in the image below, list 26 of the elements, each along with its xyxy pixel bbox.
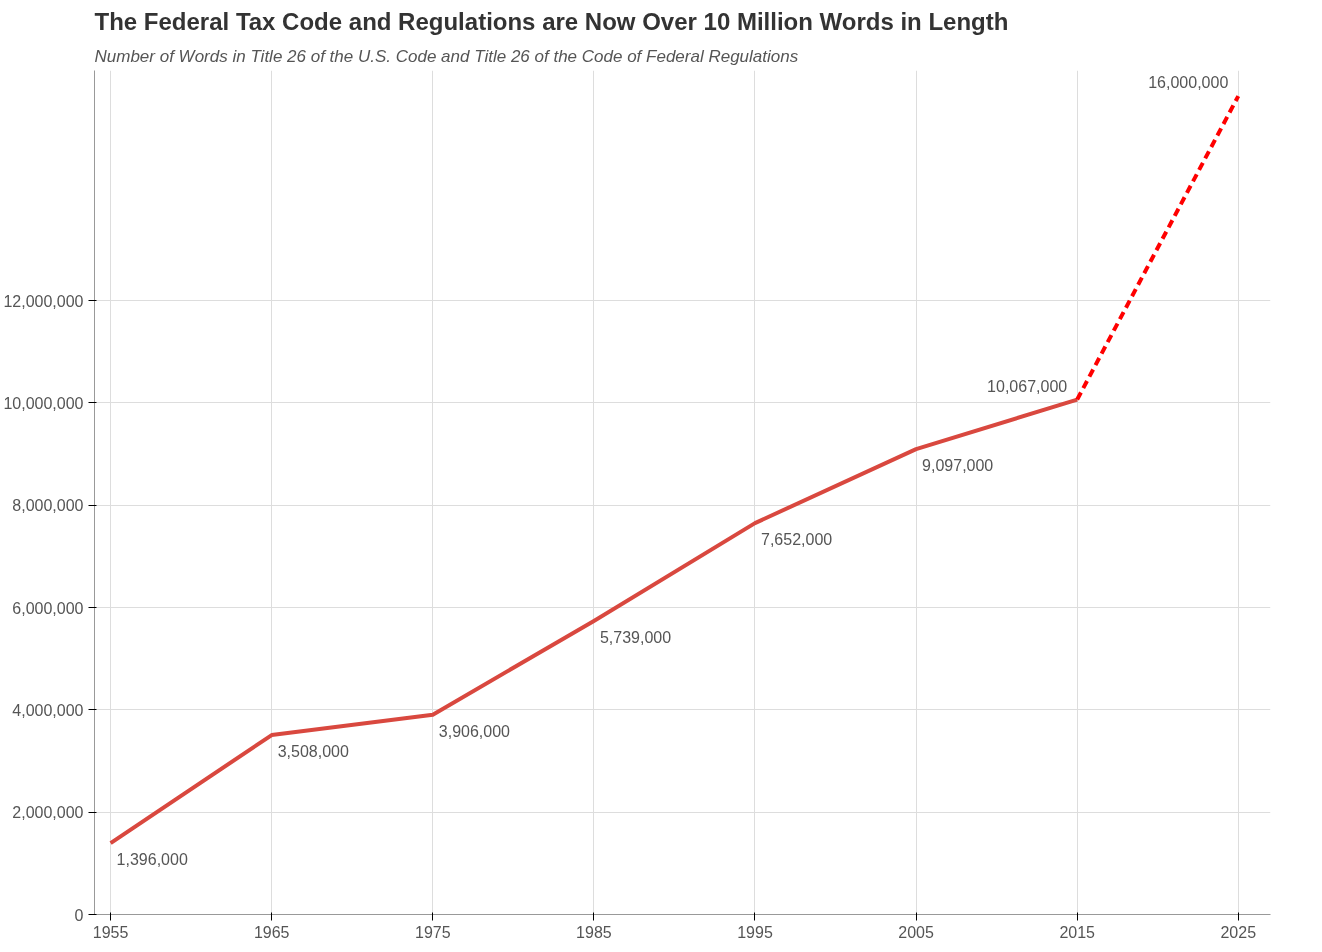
y-tick-label: 6,000,000 (12, 599, 84, 617)
data-label: 3,906,000 (438, 722, 511, 740)
y-tick-label: 8,000,000 (12, 497, 84, 515)
y-tick-label: 12,000,000 (3, 292, 84, 310)
y-tick-label: 2,000,000 (12, 804, 84, 822)
x-tick-label: 2025 (1220, 923, 1257, 941)
y-tick-label: 4,000,000 (12, 701, 84, 719)
data-label: 5,739,000 (599, 628, 672, 646)
x-tick-label: 2005 (898, 923, 934, 941)
line-series (108, 397, 1080, 846)
data-label: 7,652,000 (760, 531, 833, 549)
x-tick-label: 1975 (415, 923, 451, 941)
x-tick-label: 1955 (92, 923, 129, 941)
x-tick-label: 1985 (576, 923, 612, 941)
x-tick-label: 1995 (737, 923, 773, 941)
data-label: 9,097,000 (922, 457, 994, 475)
y-tick-label: 0 (74, 906, 84, 924)
data-label: 16,000,000 (1148, 74, 1229, 92)
data-label: 1,396,000 (116, 851, 188, 869)
data-label: 10,067,000 (987, 377, 1068, 395)
chart-subtitle: Number of Words in Title 26 of the U.S. Code and Title 26 of the Code of Federal Regulations (94, 46, 799, 66)
y-tick-label: 10,000,000 (3, 394, 84, 412)
chart-title: The Federal Tax Code and Regulations are Now Over 10 Million Words in Length (94, 7, 1009, 35)
data-label: 3,508,000 (277, 743, 349, 761)
x-tick-label: 2015 (1059, 923, 1096, 941)
x-tick-label: 1965 (253, 923, 290, 941)
